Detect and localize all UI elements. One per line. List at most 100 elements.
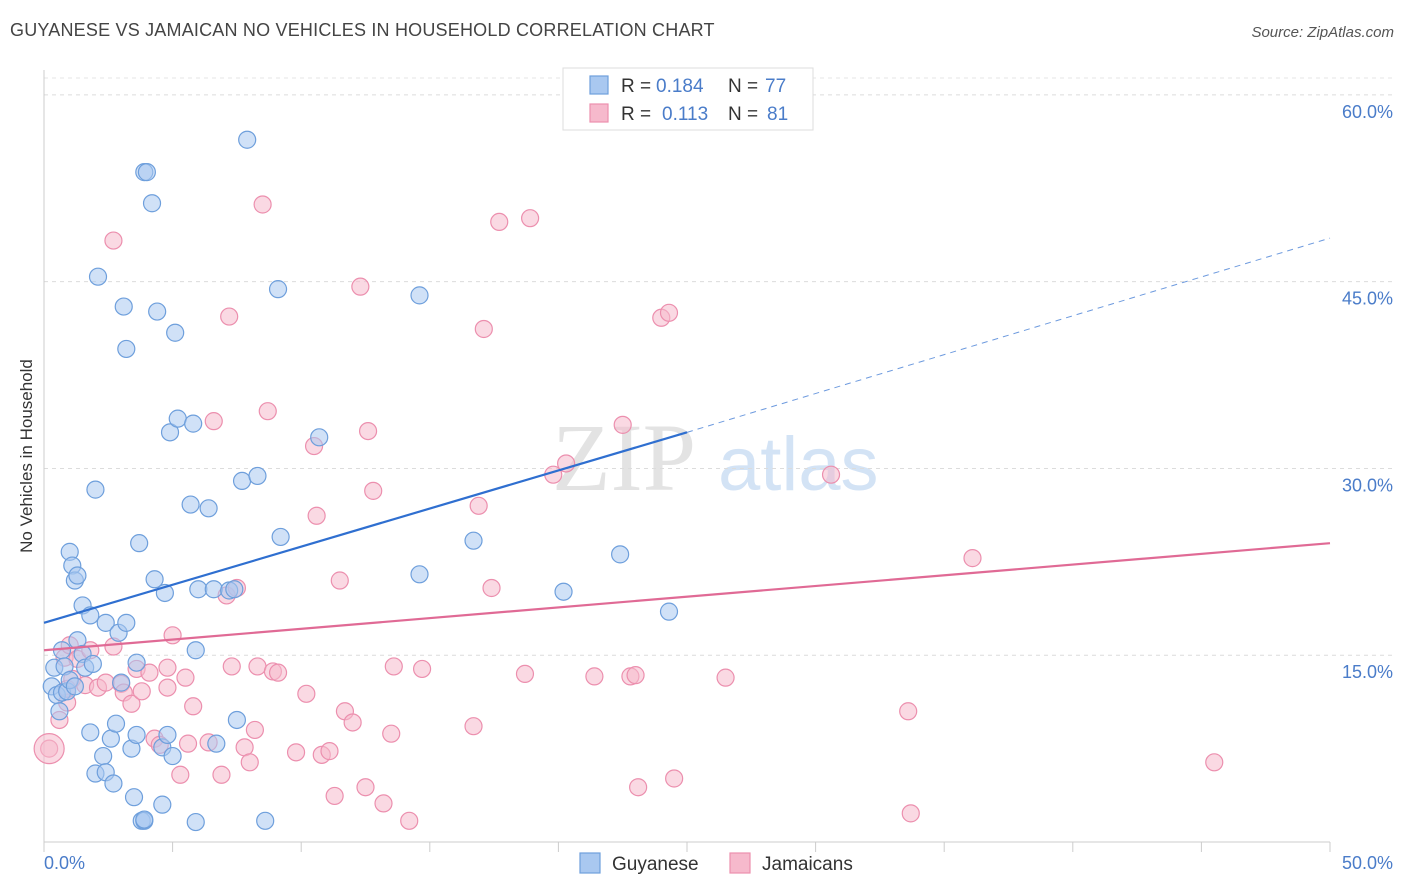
legend-n-label-guyanese: N = bbox=[728, 76, 758, 97]
jamaicans-point-84 bbox=[963, 549, 982, 568]
jamaicans-point-24 bbox=[163, 626, 182, 645]
jamaicans-point-40 bbox=[253, 195, 272, 214]
jamaicans-point-22 bbox=[158, 658, 177, 677]
guyanese-point-72 bbox=[271, 527, 290, 547]
guyanese-point-78 bbox=[611, 545, 630, 564]
jamaicans-point-28 bbox=[184, 697, 203, 716]
jamaicans-trend-line bbox=[43, 542, 1331, 652]
jamaicans-point-59 bbox=[382, 724, 401, 743]
guyanese-point-14 bbox=[68, 566, 87, 585]
legend-n-value-jamaicans: 81 bbox=[767, 104, 788, 125]
jamaicans-point-54 bbox=[351, 277, 370, 296]
correlation-legend: R = 0.184 N = 77 R = 0.113 N = 81 bbox=[562, 67, 814, 131]
guyanese-point-23 bbox=[88, 267, 108, 286]
jamaicans-point-66 bbox=[482, 578, 501, 598]
x-tick-label-min: 0.0% bbox=[44, 853, 85, 873]
guyanese-point-45 bbox=[142, 194, 162, 213]
jamaicans-point-38 bbox=[245, 720, 265, 740]
jamaicans-point-56 bbox=[358, 421, 378, 441]
legend-r-value-jamaicans: 0.113 bbox=[662, 104, 708, 125]
x-tick-label-max: 50.0% bbox=[1342, 853, 1393, 873]
guyanese-point-47 bbox=[148, 302, 167, 321]
series-legend-label-jamaicans: Jamaicans bbox=[762, 854, 853, 875]
jamaicans-point-30 bbox=[204, 412, 223, 431]
guyanese-trend-line bbox=[43, 431, 688, 624]
guyanese-point-24 bbox=[94, 746, 113, 766]
jamaicans-point-60 bbox=[384, 657, 403, 676]
guyanese-point-21 bbox=[86, 480, 105, 499]
series-legend-swatch-guyanese bbox=[579, 852, 601, 874]
source-credit: Source: ZipAtlas.com bbox=[1251, 24, 1394, 41]
jamaicans-point-62 bbox=[412, 659, 432, 679]
guyanese-point-70 bbox=[256, 811, 275, 830]
jamaicans-point-41 bbox=[258, 402, 277, 421]
watermark-atlas: atlas bbox=[718, 422, 879, 507]
jamaicans-point-76 bbox=[629, 778, 648, 797]
guyanese-point-51 bbox=[158, 725, 177, 745]
jamaicans-point-82 bbox=[899, 702, 918, 721]
jamaicans-point-large bbox=[33, 733, 65, 765]
jamaicans-point-55 bbox=[356, 778, 375, 797]
legend-n-value-guyanese: 77 bbox=[765, 76, 786, 97]
axes bbox=[43, 70, 1331, 852]
y-tick-label-2: 45.0% bbox=[1342, 289, 1393, 309]
jamaicans-point-18 bbox=[132, 682, 151, 701]
guyanese-point-38 bbox=[127, 725, 146, 745]
guyanese-point-48 bbox=[153, 795, 172, 814]
jamaicans-point-65 bbox=[474, 319, 493, 339]
guyanese-point-29 bbox=[106, 714, 126, 733]
jamaicans-point-11 bbox=[96, 673, 115, 692]
jamaicans-point-75 bbox=[626, 666, 645, 685]
guyanese-point-73 bbox=[310, 428, 329, 447]
guyanese-point-74 bbox=[410, 286, 429, 305]
guyanese-point-36 bbox=[124, 788, 144, 807]
jamaicans-point-26 bbox=[176, 668, 195, 687]
guyanese-point-61 bbox=[199, 499, 218, 518]
jamaicans-point-73 bbox=[613, 415, 632, 434]
jamaicans-point-64 bbox=[469, 496, 488, 515]
jamaicans-point-63 bbox=[464, 717, 483, 736]
jamaicans-point-81 bbox=[821, 465, 841, 484]
guyanese-point-19 bbox=[81, 723, 100, 742]
chart-title: GUYANESE VS JAMAICAN NO VEHICLES IN HOUS… bbox=[10, 20, 715, 40]
jamaicans-point-43 bbox=[268, 663, 288, 682]
guyanese-trend-extension bbox=[686, 237, 1331, 433]
guyanese-point-52 bbox=[160, 423, 180, 442]
guyanese-point-28 bbox=[104, 774, 123, 793]
guyanese-point-77 bbox=[554, 582, 573, 601]
guyanese-point-67 bbox=[232, 471, 252, 491]
guyanese-point-59 bbox=[186, 641, 205, 660]
jamaicans-point-85 bbox=[1205, 753, 1224, 772]
guyanese-point-44 bbox=[137, 163, 156, 182]
jamaicans-point-79 bbox=[665, 769, 684, 788]
guyanese-point-42 bbox=[135, 810, 154, 829]
jamaicans-point-78 bbox=[659, 303, 679, 322]
jamaicans-point-34 bbox=[222, 657, 241, 676]
y-tick-labels: 15.0% 30.0% 45.0% 60.0% bbox=[1342, 102, 1393, 682]
guyanese-point-75 bbox=[410, 565, 429, 584]
legend-r-label-jamaicans: R = bbox=[621, 104, 651, 125]
series-legend-swatch-jamaicans bbox=[729, 852, 751, 874]
jamaicans-point-23 bbox=[158, 678, 177, 697]
jamaicans-point-45 bbox=[297, 684, 316, 703]
guyanese-point-76 bbox=[464, 531, 483, 550]
guyanese-points bbox=[42, 130, 679, 832]
jamaicans-point-50 bbox=[325, 786, 344, 806]
jamaicans-point-83 bbox=[901, 804, 920, 823]
jamaicans-point-80 bbox=[716, 668, 735, 687]
guyanese-point-68 bbox=[238, 130, 257, 149]
y-tick-label-1: 30.0% bbox=[1342, 475, 1393, 495]
guyanese-point-58 bbox=[186, 812, 205, 832]
jamaicans-point-72 bbox=[585, 667, 604, 686]
guyanese-point-62 bbox=[204, 580, 223, 599]
jamaicans-point-57 bbox=[364, 481, 383, 500]
guyanese-point-57 bbox=[184, 414, 203, 433]
jamaicans-point-39 bbox=[248, 657, 267, 676]
guyanese-point-37 bbox=[127, 653, 146, 672]
guyanese-point-25 bbox=[96, 613, 115, 632]
series-legend-label-guyanese: Guyanese bbox=[612, 854, 699, 875]
guyanese-point-46 bbox=[145, 570, 164, 589]
jamaicans-point-16 bbox=[122, 694, 141, 713]
trend-lines bbox=[43, 237, 1331, 652]
jamaicans-point-61 bbox=[400, 811, 419, 830]
